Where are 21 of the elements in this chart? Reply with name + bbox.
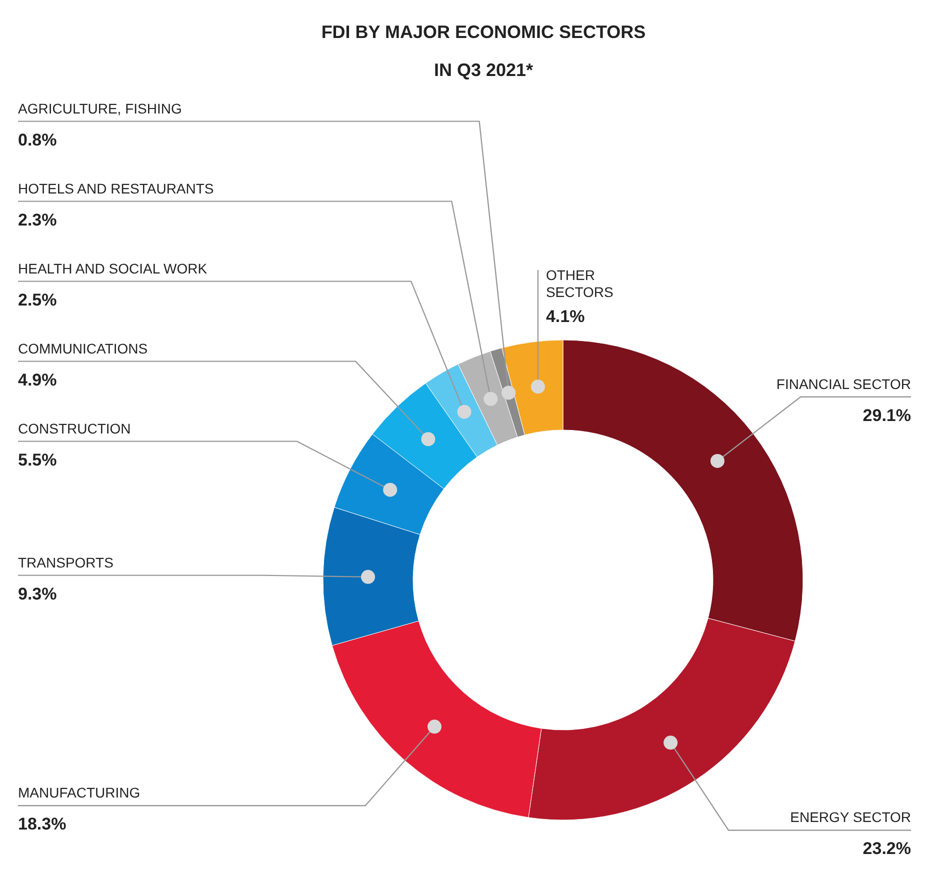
slice-label: CONSTRUCTION <box>18 420 131 436</box>
data-label: 23.2% <box>862 839 911 858</box>
slice-label: OTHER SECTORS <box>546 267 614 300</box>
data-label: 4.9% <box>18 370 57 390</box>
slice-label: TRANSPORTS <box>18 554 114 570</box>
data-label: 2.3% <box>18 210 57 230</box>
data-label: 4.1% <box>546 307 585 326</box>
slice-label: ENERGY SECTOR <box>790 809 911 826</box>
data-label: 5.5% <box>18 450 57 470</box>
slice-label: HOTELS AND RESTAURANTS <box>18 180 214 196</box>
slice-label: HEALTH AND SOCIAL WORK <box>18 260 208 276</box>
slice-label: AGRICULTURE, FISHING <box>18 100 182 116</box>
data-label: 2.5% <box>18 290 57 310</box>
slice-label: FINANCIAL SECTOR <box>776 376 911 392</box>
chart-title: FDI BY MAJOR ECONOMIC SECTORS IN Q3 2021* <box>321 22 646 80</box>
slice-label: MANUFACTURING <box>18 784 140 801</box>
data-label: 9.3% <box>18 584 57 604</box>
data-label: 18.3% <box>18 814 66 834</box>
slice-label: COMMUNICATIONS <box>18 340 148 356</box>
data-label: 0.8% <box>18 130 57 150</box>
data-label: 29.1% <box>862 406 911 425</box>
